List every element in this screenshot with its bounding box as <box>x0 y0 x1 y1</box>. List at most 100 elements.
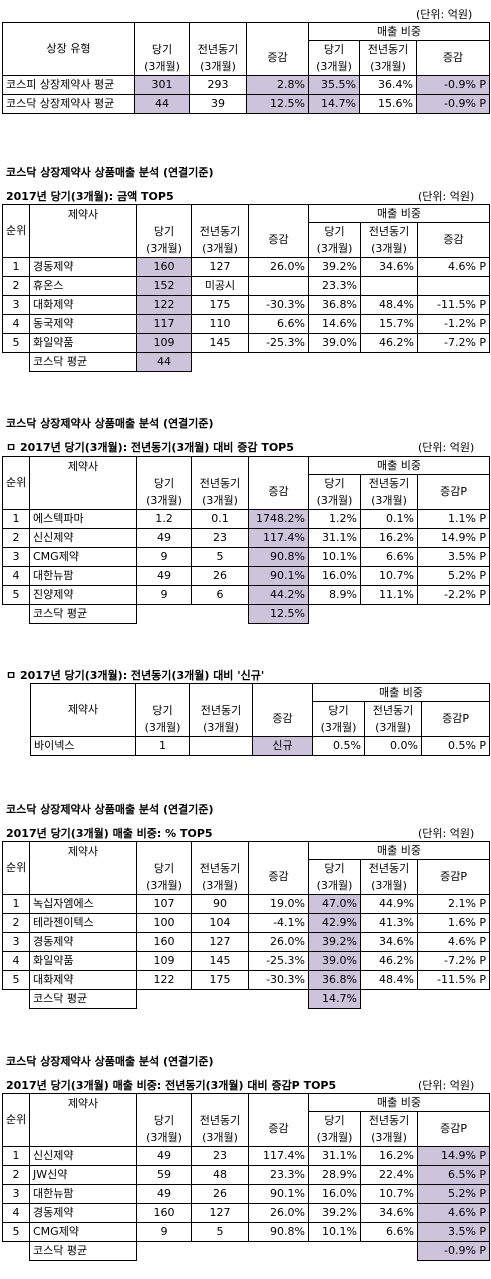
cell-cur: 49 <box>136 528 192 548</box>
cell-s_prev: 10.7% <box>360 1184 418 1204</box>
table-row: 5 대화제약 122 175 -30.3% 36.8% 48.4% -11.5% P <box>2 970 491 990</box>
chg-header: 증감 <box>248 859 309 895</box>
table-row: 4 대한뉴팜 49 26 90.1% 16.0% 10.7% 5.2% P <box>2 566 491 586</box>
share-prev-header: 전년동기 <box>360 222 418 240</box>
prev-header: 전년동기 <box>191 474 249 492</box>
cell-name: 휴온스 <box>29 276 137 296</box>
prev-header: 전년동기 <box>191 1111 249 1129</box>
cur-header: 당기 <box>136 1111 192 1129</box>
cell-cur: 49 <box>136 1184 192 1204</box>
cell-chg: 26.0% <box>248 932 309 952</box>
cell-name: JW신약 <box>29 1165 137 1185</box>
section-subtitle: ㅁ 2017년 당기(3개월): 전년동기(3개월) 대비 '신규' <box>6 669 265 682</box>
cell-prev: 90 <box>191 894 249 914</box>
prev-sub: (3개월) <box>189 58 247 76</box>
company-header: 제약사 <box>29 456 137 510</box>
cell-s_chg: 5.2% P <box>416 1184 491 1204</box>
cell-s_prev: 48.4% <box>360 295 418 315</box>
cell-chg: -30.3% <box>248 295 309 315</box>
section-subtitle: 2017년 당기(3개월) 매출 비중: % TOP5 <box>6 827 213 840</box>
company-header: 제약사 <box>29 204 137 258</box>
chg-header: 증감 <box>248 222 309 258</box>
cell-s_chg: 4.6% P <box>416 1203 491 1223</box>
share-header: 매출 비중 <box>311 683 491 702</box>
cell-prev: 0.1 <box>191 509 249 529</box>
share-chg-header: 증감 <box>415 40 491 76</box>
cell-chg: -30.3% <box>248 970 309 990</box>
unit-label: (단위: 억원) <box>418 827 475 840</box>
table-row: 1 경동제약 160 127 26.0% 39.2% 34.6% 4.6% P <box>2 257 491 277</box>
share-prev-header: 전년동기 <box>364 701 422 719</box>
prev-sub: (3개월) <box>191 240 249 258</box>
cell-chg: 90.8% <box>248 547 309 567</box>
cell-rank: 4 <box>2 1203 30 1223</box>
table-row: 2 신신제약 49 23 117.4% 31.1% 16.2% 14.9% P <box>2 528 491 548</box>
share-prev-header: 전년동기 <box>360 474 418 492</box>
cell-s_cur: 23.3% <box>308 276 361 296</box>
cell-s_chg: 14.9% P <box>416 1146 491 1166</box>
cur-header: 당기 <box>134 40 190 58</box>
share-prev-header: 전년동기 <box>360 859 418 877</box>
cell-s_cur: 28.9% <box>308 1165 361 1185</box>
cell-cur: 107 <box>136 894 192 914</box>
cell-s_chg: 6.5% P <box>416 1165 491 1185</box>
share-cur-sub: (3개월) <box>308 492 361 510</box>
cell-s_prev: 22.4% <box>360 1165 418 1185</box>
summary-table: 상장 유형 매출 비중 당기 전년동기 증감 당기 전년동기 증감 (3개월) … <box>2 22 491 114</box>
rank-header: 순위 <box>2 1093 30 1147</box>
cell-prev: 175 <box>191 295 249 315</box>
cell-chg <box>248 276 309 296</box>
rank-header: 순위 <box>2 456 30 510</box>
prev-sub: (3개월) <box>189 719 253 737</box>
cell-s_prev <box>360 276 418 296</box>
cell-rank: 1 <box>2 257 30 277</box>
cur-header: 당기 <box>136 859 192 877</box>
cell-name: 진양제약 <box>29 585 137 605</box>
table-row: 3 CMG제약 9 5 90.8% 10.1% 6.6% 3.5% P <box>2 547 491 567</box>
share-prev-sub: (3개월) <box>360 240 418 258</box>
cell-cur: 1.2 <box>136 509 192 529</box>
cell-s_cur: 39.2% <box>308 257 361 277</box>
cell-s_chg: 3.5% P <box>416 1222 491 1242</box>
cell-chg: -4.1% <box>248 913 309 933</box>
cell-name: 대화제약 <box>29 970 137 990</box>
cell-s_cur: 47.0% <box>308 894 361 914</box>
cell-chg: 1748.2% <box>248 509 309 529</box>
amount-top5-table: 순위 제약사 매출 비중 당기 전년동기 증감 당기 전년동기 증감 (3개월) (3개월) (3개월… <box>2 204 491 372</box>
cell-chg: 44.2% <box>248 585 309 605</box>
cell-prev: 26 <box>191 566 249 586</box>
share-prev-sub: (3개월) <box>359 58 417 76</box>
prev-header: 전년동기 <box>191 859 249 877</box>
cell-name: 경동제약 <box>29 257 137 277</box>
cell-s_prev: 34.6% <box>360 932 418 952</box>
cell-rank: 5 <box>2 333 30 353</box>
cell-chg: 90.1% <box>248 1184 309 1204</box>
cell-s_prev: 41.3% <box>360 913 418 933</box>
share-chg-header: 증감 <box>416 222 491 258</box>
chg-header: 증감 <box>246 40 309 76</box>
cell-prev: 145 <box>191 951 249 971</box>
cur-sub: (3개월) <box>136 492 192 510</box>
rank-header: 순위 <box>2 841 30 895</box>
cell-s_prev: 16.2% <box>360 1146 418 1166</box>
table-row: 3 대화제약 122 175 -30.3% 36.8% 48.4% -11.5% P <box>2 295 491 315</box>
table-row: 1 녹십자엠에스 107 90 19.0% 47.0% 44.9% 2.1% P <box>2 894 491 914</box>
share-header: 매출 비중 <box>307 22 491 41</box>
cur-sub: (3개월) <box>134 58 190 76</box>
cur-header: 당기 <box>136 474 192 492</box>
share-prev-sub: (3개월) <box>364 719 422 737</box>
share-prev-sub: (3개월) <box>360 492 418 510</box>
cell-cur: 117 <box>136 314 192 334</box>
cell-cur: 9 <box>136 547 192 567</box>
average-row: 코스닥 평균 44 <box>3 352 490 372</box>
cell-chg: 26.0% <box>248 257 309 277</box>
cell-s_cur: 10.1% <box>308 1222 361 1242</box>
section-title: 코스닥 상장제약사 상품매출 분석 (연결기준) <box>6 1055 214 1068</box>
section-title: 코스닥 상장제약사 상품매출 분석 (연결기준) <box>6 417 214 430</box>
table-row: 1 신신제약 49 23 117.4% 31.1% 16.2% 14.9% P <box>2 1146 491 1166</box>
average-value: 44 <box>136 352 192 372</box>
cell-cur: 49 <box>136 566 192 586</box>
cell-s_chg: -2.2% P <box>416 585 491 605</box>
prev-sub: (3개월) <box>191 492 249 510</box>
cell-rank: 2 <box>2 276 30 296</box>
